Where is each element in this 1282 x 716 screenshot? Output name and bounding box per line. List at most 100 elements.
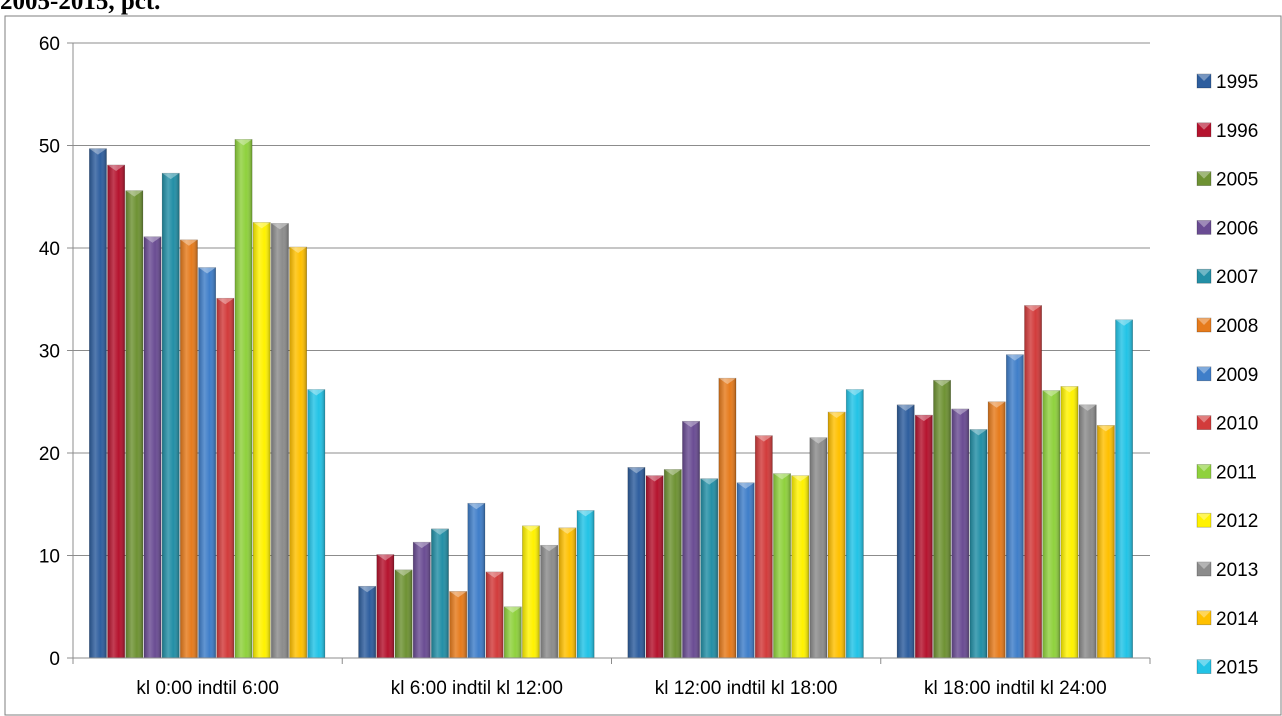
bar [522, 525, 540, 659]
legend-label: 2009 [1216, 365, 1258, 386]
x-tick-label: kl 6:00 indtil kl 12:00 [391, 678, 563, 699]
legend-label: 2015 [1216, 658, 1258, 679]
chart-title: 2005-2015, pct. [0, 0, 161, 15]
bar [969, 429, 988, 659]
legend-item: 2008 [1196, 316, 1258, 337]
legend-item: 2010 [1196, 414, 1258, 435]
bar [412, 541, 431, 659]
bar [289, 246, 308, 659]
bar [89, 148, 107, 659]
legend-label: 2010 [1216, 414, 1258, 435]
bar [627, 467, 646, 659]
legend-swatch [1196, 171, 1212, 186]
legend-swatch [1196, 415, 1212, 430]
legend-label: 2012 [1216, 511, 1258, 532]
legend-item: 2013 [1196, 560, 1258, 581]
gridlines [73, 42, 1150, 556]
bar [1005, 354, 1024, 659]
bar [1024, 305, 1042, 659]
bar [576, 510, 595, 659]
bar [485, 571, 504, 659]
bar [503, 606, 522, 659]
bar [394, 569, 413, 659]
bar [718, 377, 737, 659]
legend-item: 2009 [1196, 365, 1258, 386]
bar [216, 297, 235, 659]
legend-item: 2014 [1196, 609, 1259, 630]
y-tick-label: 20 [39, 444, 60, 465]
bar [107, 164, 126, 659]
chart-border [4, 15, 1282, 716]
bar [449, 591, 468, 659]
bars-group [89, 139, 1133, 659]
legend-swatch [1196, 561, 1212, 577]
legend-item: 2011 [1196, 462, 1257, 483]
legend-swatch [1196, 220, 1212, 235]
x-tick-label: kl 12:00 indtil kl 18:00 [655, 678, 838, 699]
bar [754, 435, 773, 659]
y-tick-label: 10 [39, 547, 60, 568]
bar [125, 190, 144, 659]
bar [1078, 404, 1097, 659]
legend-swatch [1196, 659, 1212, 674]
legend-label: 2007 [1216, 267, 1258, 288]
bar [736, 482, 755, 659]
legend: 1995 1996 2005 2006 2007 2008 2009 2010 2011 2012… [1196, 72, 1259, 679]
legend-label: 2006 [1216, 218, 1258, 239]
legend-item: 2012 [1196, 511, 1258, 532]
bar [1060, 386, 1079, 659]
bar [845, 389, 864, 659]
bar [700, 478, 719, 659]
x-tick-label: kl 18:00 indtil kl 24:00 [924, 678, 1107, 699]
bar [809, 437, 828, 659]
bar [914, 414, 933, 659]
legend-swatch [1196, 464, 1212, 479]
legend-label: 2013 [1216, 560, 1258, 581]
legend-swatch [1196, 268, 1212, 284]
legend-item: 2015 [1196, 658, 1258, 679]
legend-swatch [1196, 73, 1212, 89]
legend-label: 2014 [1216, 609, 1259, 630]
bar [896, 404, 915, 659]
legend-swatch [1196, 512, 1212, 528]
legend-swatch [1196, 317, 1212, 333]
axes: 0 10 20 30 40 50 60 kl 0:00 indtil 6:00 kl 6:00 … [39, 34, 1151, 699]
bar [307, 389, 326, 659]
legend-item: 1995 [1196, 72, 1258, 93]
bar [234, 139, 253, 659]
bar [827, 411, 846, 659]
legend-item: 2007 [1196, 267, 1258, 288]
bar [180, 239, 198, 659]
bar [1096, 425, 1115, 659]
bar [1115, 319, 1133, 659]
bar [431, 528, 449, 659]
legend-item: 1996 [1196, 121, 1258, 142]
bar [933, 379, 951, 659]
bar [951, 408, 970, 659]
bar [773, 473, 791, 659]
y-tick-label: 50 [39, 137, 60, 158]
bar [682, 420, 700, 659]
bar [252, 222, 271, 659]
legend-label: 2008 [1216, 316, 1258, 337]
bar [558, 527, 577, 659]
bar [376, 554, 395, 659]
legend-label: 1995 [1216, 72, 1258, 93]
bar [987, 401, 1006, 659]
bar [1042, 390, 1061, 659]
legend-swatch [1196, 122, 1212, 138]
y-tick-label: 0 [49, 649, 60, 670]
y-tick-label: 60 [39, 34, 60, 55]
legend-swatch [1196, 610, 1212, 626]
legend-swatch [1196, 366, 1212, 382]
bar [540, 544, 559, 659]
legend-item: 2005 [1196, 170, 1258, 191]
legend-label: 2011 [1216, 462, 1257, 483]
bar [663, 469, 682, 659]
legend-label: 2005 [1216, 170, 1258, 191]
bar [143, 236, 162, 659]
bar [467, 502, 486, 659]
legend-label: 1996 [1216, 121, 1258, 142]
bar [791, 475, 810, 659]
